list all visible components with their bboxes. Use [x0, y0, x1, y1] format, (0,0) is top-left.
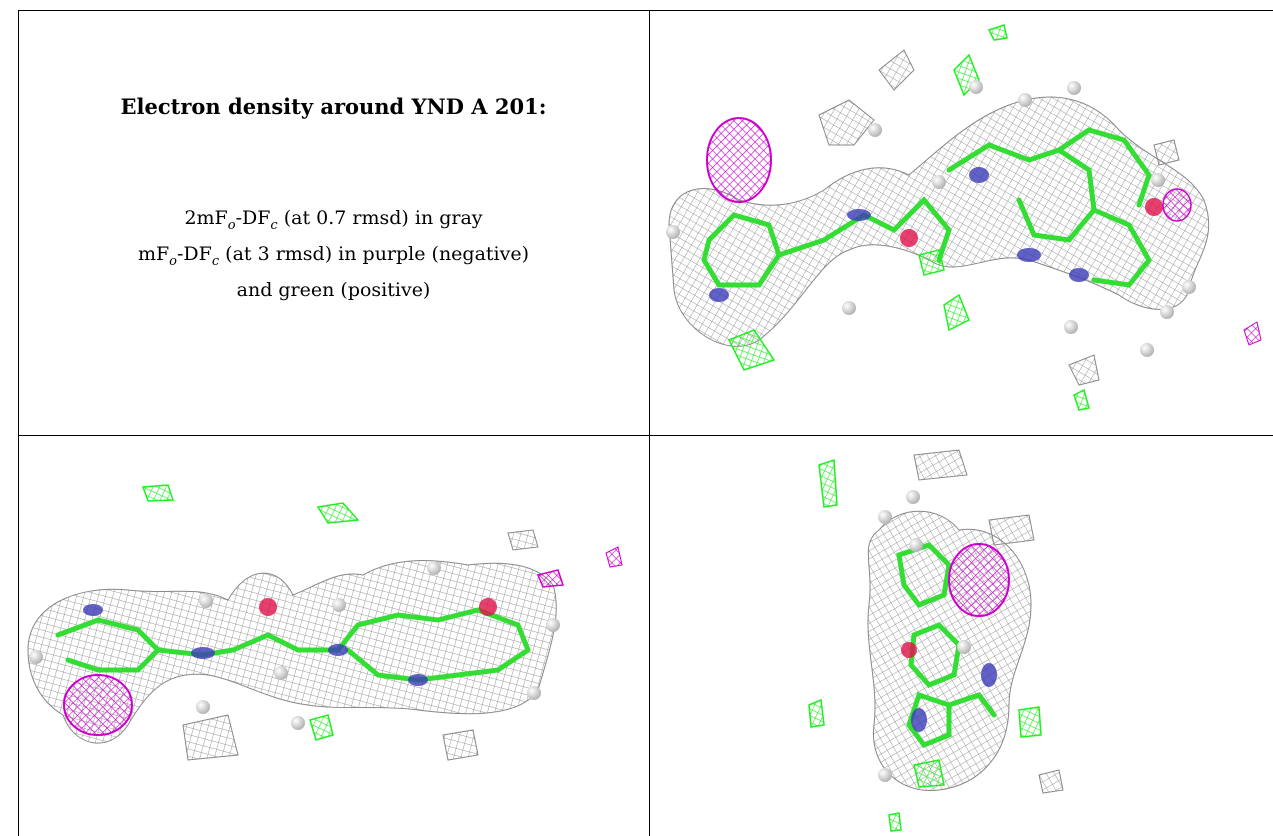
density-view-1 [649, 10, 1273, 435]
stray-gray-mesh [818, 49, 1180, 386]
gray-density-mesh [27, 560, 557, 744]
negative-density-purple [63, 674, 133, 736]
hydrogen-atoms [666, 80, 1196, 357]
table-rule-top [18, 10, 1273, 11]
caption-description: 2mFo-DFc (at 0.7 rmsd) in gray mFo-DFc (… [18, 204, 649, 304]
hydrogen-atoms [29, 561, 560, 730]
molecule-render-1 [666, 24, 1262, 411]
positive-density-green [141, 484, 360, 741]
atom-highlights [83, 598, 497, 686]
caption-line-2: mFo-DFc (at 3 rmsd) in purple (negative) [137, 242, 530, 269]
table-rule-left [18, 10, 19, 836]
stray-gray-mesh [913, 449, 1064, 794]
molecule-render-3 [808, 449, 1064, 832]
negative-density-purple [948, 543, 1010, 617]
table-rule-middle [18, 435, 1273, 436]
negative-density-purple [706, 117, 772, 203]
gray-density-mesh [867, 510, 1032, 792]
caption-cell: Electron density around YND A 201: 2mFo-… [18, 10, 649, 435]
negative-density-purple-small [536, 569, 565, 588]
negative-density-purple-small [1162, 188, 1192, 222]
positive-density-green [727, 24, 1090, 411]
stray-gray-mesh [182, 529, 539, 761]
caption-heading: Electron density around YND A 201: [120, 94, 547, 119]
table-rule-center [649, 10, 650, 836]
stray-purple-mesh [605, 546, 623, 568]
stray-purple-mesh [1243, 321, 1262, 346]
caption-line-1: 2mFo-DFc (at 0.7 rmsd) in gray [184, 207, 483, 233]
hydrogen-atoms [878, 490, 971, 782]
atom-highlights [709, 167, 1163, 302]
atom-highlights [901, 642, 997, 732]
density-view-3 [649, 435, 1273, 836]
density-view-2 [18, 435, 649, 836]
molecule-render-2 [27, 484, 623, 761]
caption-line-3: and green (positive) [236, 278, 431, 301]
positive-density-green [808, 458, 1042, 832]
